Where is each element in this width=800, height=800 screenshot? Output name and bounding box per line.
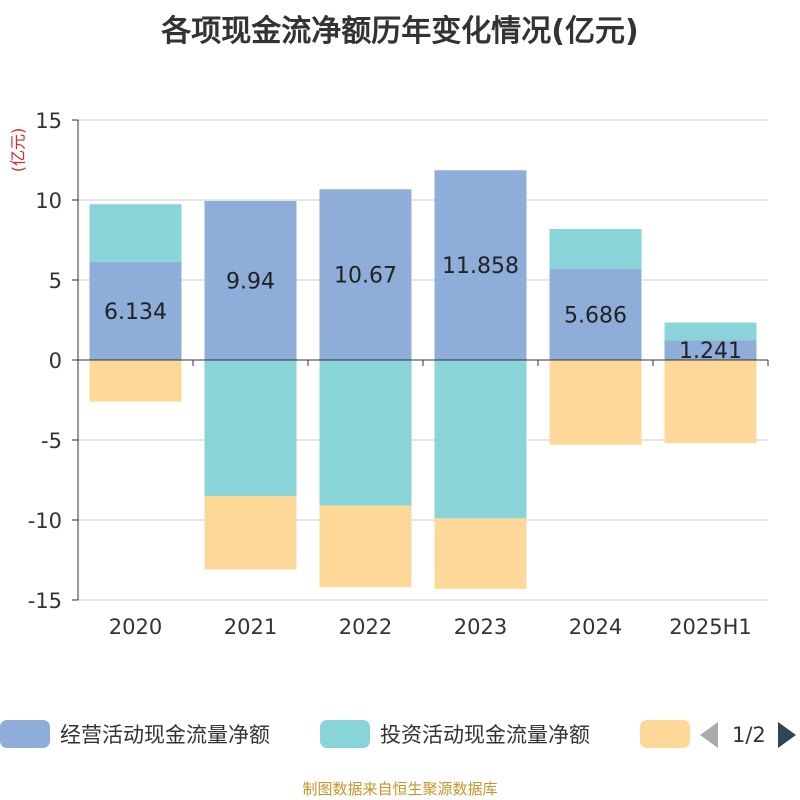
x-category-label: 2024 [569, 615, 622, 639]
legend-label-investing: 投资活动现金流量净额 [380, 723, 590, 747]
legend-item-investing[interactable]: 投资活动现金流量净额 [320, 720, 590, 748]
bar-investing-2021 [204, 360, 297, 496]
bar-financing-2021 [204, 496, 297, 570]
bar-investing-2025H1 [664, 322, 757, 341]
x-category-label: 2023 [454, 615, 507, 639]
x-category-label: 2022 [339, 615, 392, 639]
y-tick-label: -5 [41, 429, 62, 453]
bar-investing-2020 [89, 204, 182, 262]
legend-swatch-financing [640, 720, 690, 748]
bar-investing-2022 [319, 360, 412, 506]
x-category-label: 2025H1 [669, 615, 752, 639]
bar-financing-2025H1 [664, 360, 757, 444]
bar-operating-2023 [434, 170, 527, 360]
legend-item-financing[interactable] [640, 720, 700, 748]
bar-operating-2025H1 [664, 340, 757, 360]
data-label-operating-2024: 5.686 [564, 304, 627, 329]
y-tick-label: 10 [35, 189, 62, 213]
y-tick-label: 15 [35, 109, 62, 133]
legend-swatch-operating [0, 720, 50, 748]
y-tick-label: -10 [28, 509, 62, 533]
legend-swatch-investing [320, 720, 370, 748]
data-source-note: 制图数据来自恒生聚源数据库 [302, 780, 498, 798]
y-tick-label: 5 [49, 269, 62, 293]
x-category-label: 2021 [224, 615, 277, 639]
y-tick-label: -15 [28, 589, 62, 613]
legend: 经营活动现金流量净额 投资活动现金流量净额 1/2 [0, 714, 800, 754]
bar-operating-2024 [549, 269, 642, 360]
legend-item-operating[interactable]: 经营活动现金流量净额 [0, 720, 270, 748]
legend-page-indicator: 1/2 [732, 723, 766, 747]
next-page-icon[interactable] [777, 722, 796, 748]
data-label-operating-2022: 10.67 [334, 264, 397, 289]
bar-operating-2020 [89, 261, 182, 360]
bar-investing-2024 [549, 229, 642, 270]
data-label-operating-2020: 6.134 [104, 300, 167, 325]
bar-investing-2023 [434, 360, 527, 519]
legend-pager: 1/2 [700, 720, 796, 750]
data-label-operating-2021: 9.94 [226, 269, 275, 294]
bar-financing-2023 [434, 518, 527, 589]
bar-operating-2022 [319, 189, 412, 360]
bar-financing-2024 [549, 360, 642, 445]
bar-financing-2022 [319, 505, 412, 588]
data-label-operating-2023: 11.858 [442, 254, 519, 279]
chart-title: 各项现金流净额历年变化情况(亿元) [161, 14, 639, 49]
x-category-label: 2020 [109, 615, 162, 639]
y-tick-label: 0 [49, 349, 62, 373]
legend-label-operating: 经营活动现金流量净额 [60, 723, 270, 747]
bar-financing-2020 [89, 360, 182, 402]
bar-operating-2021 [204, 200, 297, 360]
prev-page-icon[interactable] [700, 722, 718, 748]
